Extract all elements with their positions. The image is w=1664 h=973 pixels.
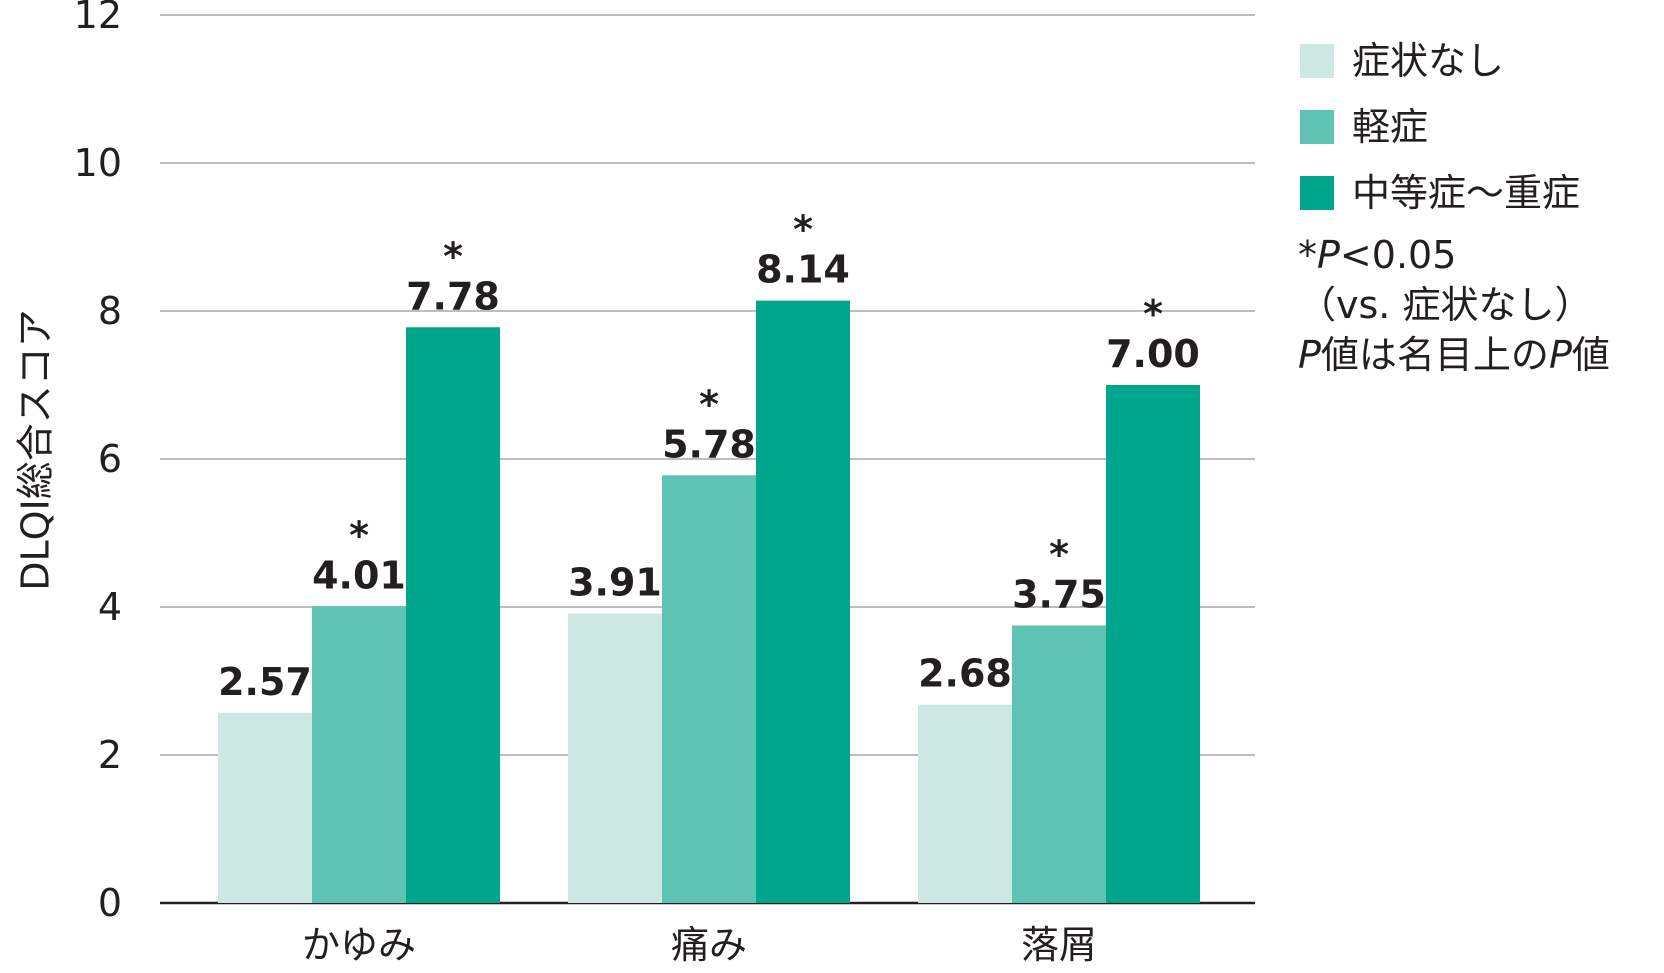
x-category-label: 痛み [671, 923, 747, 967]
legend-label-mild: 軽症 [1352, 105, 1429, 149]
legend-label-moderate-severe: 中等症～重症 [1352, 171, 1581, 215]
legend-label-none: 症状なし [1352, 39, 1505, 83]
legend-swatch-moderate-severe [1300, 176, 1334, 210]
note-star: * [1298, 233, 1317, 277]
bar-value-label: 2.57 [218, 660, 312, 704]
nominal-p-mid: 値は名目上の [1320, 333, 1549, 377]
legend-swatch-mild [1300, 110, 1334, 144]
y-tick-labels: 0 2 4 6 8 10 12 [74, 0, 122, 925]
bar-value-label: 7.00 [1106, 332, 1200, 376]
legend-item-none: 症状なし [1300, 28, 1580, 94]
significance-note: *P<0.05 （vs. 症状なし） P値は名目上のP値 [1298, 230, 1610, 380]
legend: 症状なし 軽症 中等症～重症 [1300, 28, 1580, 226]
y-tick-label: 2 [98, 733, 122, 777]
bar [1012, 625, 1106, 903]
bar-value-label: 8.14 [756, 248, 850, 292]
bar [406, 327, 500, 903]
note-p-threshold: <0.05 [1339, 233, 1457, 277]
legend-item-mild: 軽症 [1300, 94, 1580, 160]
y-tick-label: 0 [98, 881, 122, 925]
bar-value-label: 3.75 [1012, 573, 1106, 617]
bar-value-label: 4.01 [312, 553, 406, 597]
bar [918, 704, 1012, 903]
significance-star: * [793, 208, 813, 252]
bar-value-label: 2.68 [918, 652, 1012, 696]
y-tick-label: 10 [74, 141, 122, 185]
bar [218, 712, 312, 903]
x-category-labels: かゆみ 痛み 落屑 [302, 923, 1097, 967]
bar-value-label: 5.78 [662, 422, 756, 466]
legend-item-moderate-severe: 中等症～重症 [1300, 160, 1580, 226]
y-tick-label: 4 [98, 585, 122, 629]
nominal-p-symbol-2: P [1548, 333, 1572, 377]
significance-star: * [443, 234, 463, 278]
y-tick-label: 8 [98, 289, 122, 333]
bar [1106, 385, 1200, 903]
bar-value-label: 7.78 [406, 274, 500, 318]
bar [568, 613, 662, 903]
bar-value-labels: 2.574.01*7.78*3.915.78*8.14*2.683.75*7.0… [218, 208, 1200, 704]
nominal-p-end: 値 [1571, 333, 1610, 377]
significance-star: * [699, 382, 719, 426]
x-category-label: 落屑 [1021, 923, 1097, 967]
note-p-symbol: P [1317, 233, 1340, 277]
significance-star: * [1143, 292, 1163, 336]
significance-star: * [1049, 533, 1069, 577]
x-category-label: かゆみ [302, 923, 416, 967]
y-tick-label: 12 [74, 0, 122, 37]
bars [218, 300, 1200, 903]
p-threshold-line: *P<0.05 [1298, 230, 1610, 280]
significance-star: * [349, 513, 369, 557]
bar [756, 300, 850, 903]
vs-line: （vs. 症状なし） [1298, 283, 1593, 327]
legend-swatch-none [1300, 44, 1334, 78]
nominal-p-symbol: P [1298, 333, 1321, 377]
bar [662, 475, 756, 903]
bar-value-label: 3.91 [568, 561, 662, 605]
nominal-p-line: P値は名目上のP値 [1298, 330, 1610, 380]
bar [312, 606, 406, 903]
y-axis-label: DLQI総合スコア [14, 309, 58, 591]
y-tick-label: 6 [98, 437, 122, 481]
